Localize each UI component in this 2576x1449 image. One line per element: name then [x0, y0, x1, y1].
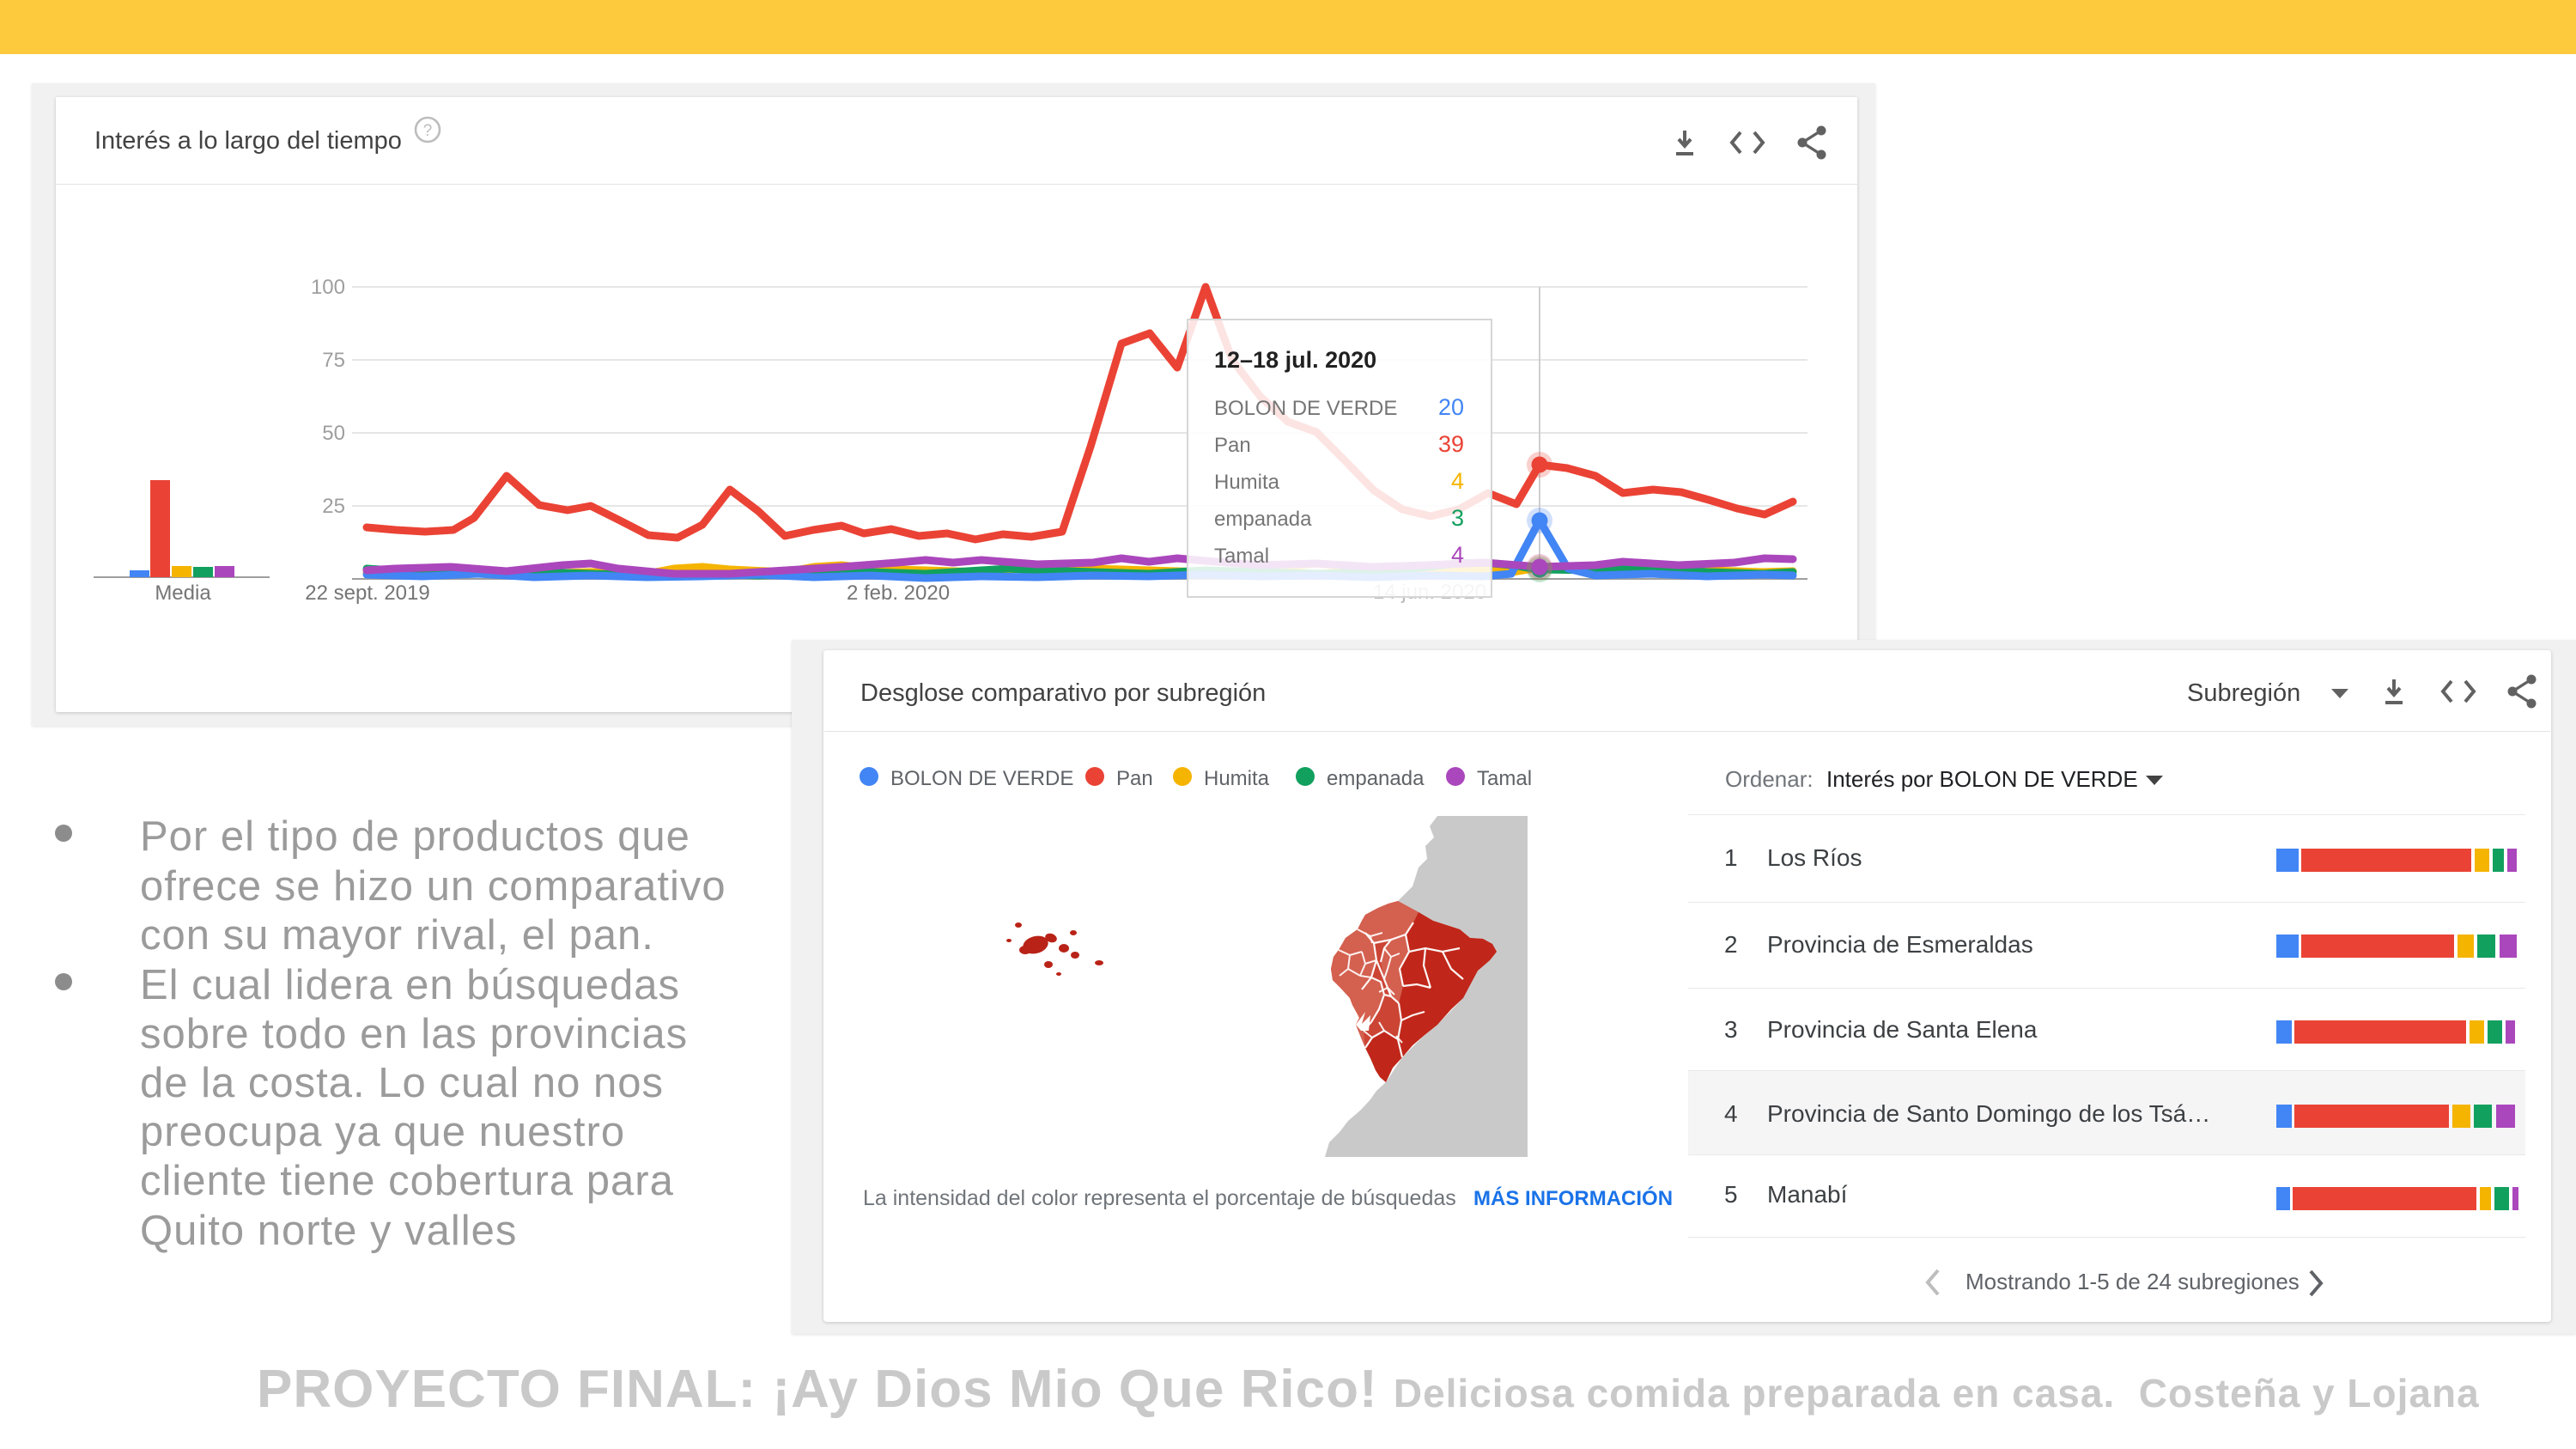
svg-text:BOLON DE VERDE: BOLON DE VERDE [1214, 397, 1397, 420]
svg-text:2 feb. 2020: 2 feb. 2020 [847, 581, 950, 605]
svg-text:39: 39 [1438, 431, 1464, 457]
svg-text:Tamal: Tamal [1214, 545, 1269, 568]
svg-text:75: 75 [322, 349, 345, 372]
svg-text:50: 50 [322, 422, 345, 445]
svg-text:25: 25 [322, 495, 345, 518]
svg-text:22 sept. 2019: 22 sept. 2019 [305, 581, 429, 605]
svg-text:empanada: empanada [1214, 508, 1312, 531]
svg-text:Humita: Humita [1214, 471, 1280, 494]
svg-text:20: 20 [1438, 394, 1464, 420]
svg-text:4: 4 [1451, 468, 1464, 494]
svg-text:100: 100 [311, 276, 345, 299]
svg-text:?: ? [423, 122, 433, 140]
svg-text:Media: Media [155, 581, 211, 605]
svg-text:3: 3 [1451, 505, 1464, 531]
svg-text:4: 4 [1451, 542, 1464, 568]
svg-text:Pan: Pan [1214, 434, 1251, 457]
svg-text:12–18 jul. 2020: 12–18 jul. 2020 [1214, 347, 1376, 373]
